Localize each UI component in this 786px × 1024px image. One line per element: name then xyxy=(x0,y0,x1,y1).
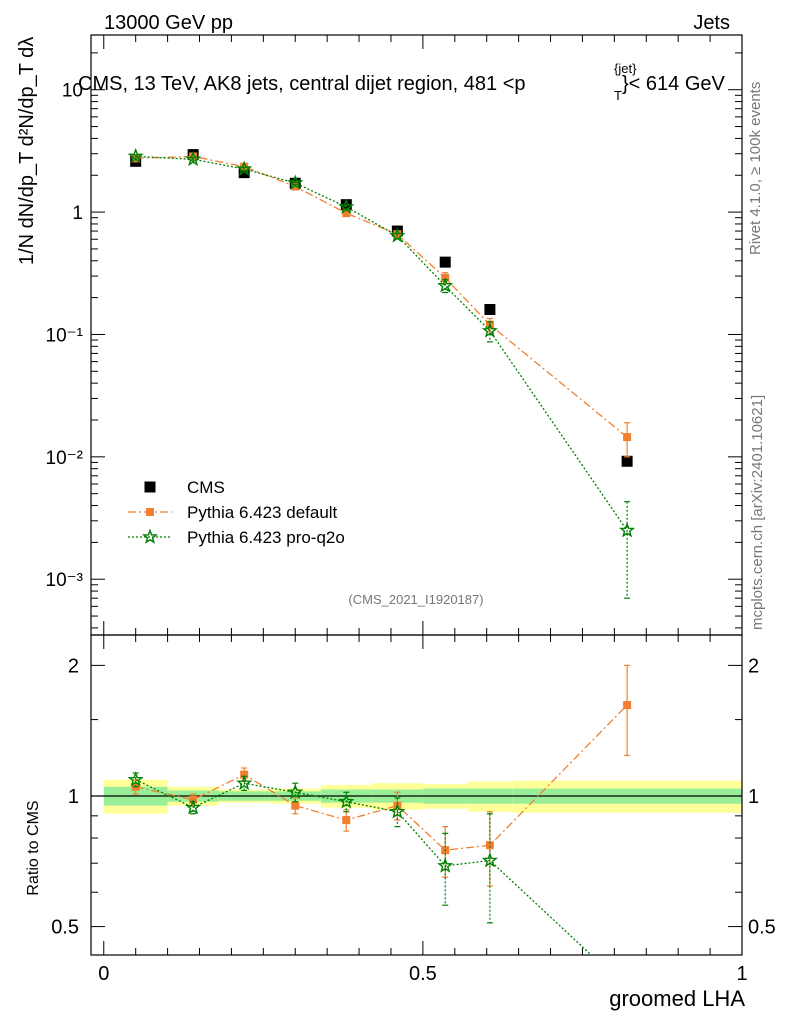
x-tick-label: 0 xyxy=(98,963,109,985)
main-point-pythia-6-423-pro-q2o xyxy=(185,150,202,167)
main-point-pythia-6-423-default xyxy=(342,209,351,218)
ratio-point-pythia-6-423-default xyxy=(623,701,632,710)
ratio-line-pythia-6-423-default xyxy=(135,704,628,851)
ratio-y-axis-label: Ratio to CMS xyxy=(25,800,42,895)
x-tick-label: 0.5 xyxy=(409,963,437,985)
mcplots-reference: mcplots.cern.ch [arXiv:2401.10621] xyxy=(749,395,766,630)
main-y-tick-label: 10⁻³ xyxy=(46,570,84,591)
main-point-pythia-6-423-default xyxy=(623,433,632,442)
main-point-cms xyxy=(238,167,250,179)
ratio-point-pythia-6-423-pro-q2o xyxy=(236,774,253,791)
main-point-cms xyxy=(484,303,496,315)
main-y-tick-label: 1 xyxy=(72,203,83,224)
ratio-point-pythia-6-423-default xyxy=(240,770,249,779)
ratio-y-tick-label-right: 2 xyxy=(748,655,759,677)
title-tail: }< 614 GeV xyxy=(622,73,726,95)
main-line-pythia-6-423-pro-q2o xyxy=(135,155,628,531)
ratio-plot-border xyxy=(90,634,743,956)
main-point-pythia-6-423-pro-q2o xyxy=(127,147,144,164)
main-point-pythia-6-423-pro-q2o xyxy=(236,160,253,176)
ratio-y-tick-label: 2 xyxy=(68,655,79,677)
main-point-cms xyxy=(439,256,451,268)
main-y-tick-label: 10⁻² xyxy=(46,448,84,469)
main-point-pythia-6-423-default xyxy=(240,162,249,171)
energy-label: 13000 GeV pp xyxy=(104,12,233,34)
x-tick-label: 1 xyxy=(736,963,747,985)
ratio-point-pythia-6-423-pro-q2o xyxy=(389,803,406,819)
ratio-point-pythia-6-423-pro-q2o xyxy=(437,857,454,873)
category-label: Jets xyxy=(693,12,730,34)
ratio-y-tick-label: 0.5 xyxy=(51,917,79,939)
legend-marker-cms xyxy=(144,481,156,493)
main-point-pythia-6-423-default xyxy=(189,152,198,161)
main-y-axis-label: 1/N dN/dp_T d²N/dp_T dλ xyxy=(16,37,38,265)
main-y-tick-label: 10⁻¹ xyxy=(46,325,84,346)
main-point-pythia-6-423-pro-q2o xyxy=(437,277,454,293)
ratio-point-pythia-6-423-pro-q2o xyxy=(481,852,498,868)
plot-title: CMS, 13 TeV, AK8 jets, central dijet reg… xyxy=(78,61,726,103)
analysis-id: (CMS_2021_I1920187) xyxy=(348,592,483,607)
legend-label: CMS xyxy=(187,478,225,497)
ratio-y-tick-label-right: 1 xyxy=(748,786,759,808)
main-point-pythia-6-423-pro-q2o xyxy=(389,227,406,243)
main-point-pythia-6-423-pro-q2o xyxy=(619,522,636,538)
ratio-y-tick-label-right: 0.5 xyxy=(748,917,776,939)
title-subscript: T xyxy=(614,88,622,103)
main-point-cms xyxy=(621,455,633,467)
ratio-point-pythia-6-423-default xyxy=(485,841,494,850)
ratio-plot-frame: 0 0.5 1 0.5 0.5 1 1 2 2 xyxy=(51,634,776,985)
ratio-point-pythia-6-423-pro-q2o xyxy=(338,793,355,809)
legend-label: Pythia 6.423 default xyxy=(187,503,338,522)
main-point-pythia-6-423-pro-q2o xyxy=(287,174,304,190)
ratio-point-pythia-6-423-pro-q2o xyxy=(185,799,202,815)
ratio-plot-series xyxy=(127,664,632,955)
main-point-pythia-6-423-pro-q2o xyxy=(481,322,498,338)
main-y-axis-label-text: 1/N dN/dp_T d²N/dp_T dλ xyxy=(16,37,38,265)
legend-label: Pythia 6.423 pro-q2o xyxy=(187,528,345,547)
main-line-pythia-6-423-default xyxy=(135,155,628,438)
x-axis-label: groomed LHA xyxy=(609,986,745,1011)
ratio-y-tick-label: 1 xyxy=(68,786,79,808)
legend: CMS Pythia 6.423 default Pythia 6.423 pro-… xyxy=(128,478,345,547)
title-main: CMS, 13 TeV, AK8 jets, central dijet reg… xyxy=(78,73,526,95)
main-plot-series xyxy=(127,147,636,599)
main-y-tick-label: 10 xyxy=(62,81,83,102)
title-superscript: {jet} xyxy=(614,61,637,76)
rivet-version: Rivet 4.1.0, ≥ 100k events xyxy=(747,82,764,255)
ratio-point-pythia-6-423-default xyxy=(342,816,351,825)
main-point-pythia-6-423-pro-q2o xyxy=(338,198,355,214)
legend-marker-pro-q2o xyxy=(141,528,159,544)
legend-marker-default xyxy=(146,508,154,516)
ratio-point-pythia-6-423-pro-q2o xyxy=(127,771,144,787)
ratio-point-pythia-6-423-pro-q2o xyxy=(287,783,304,800)
ratio-point-pythia-6-423-default xyxy=(291,801,300,810)
